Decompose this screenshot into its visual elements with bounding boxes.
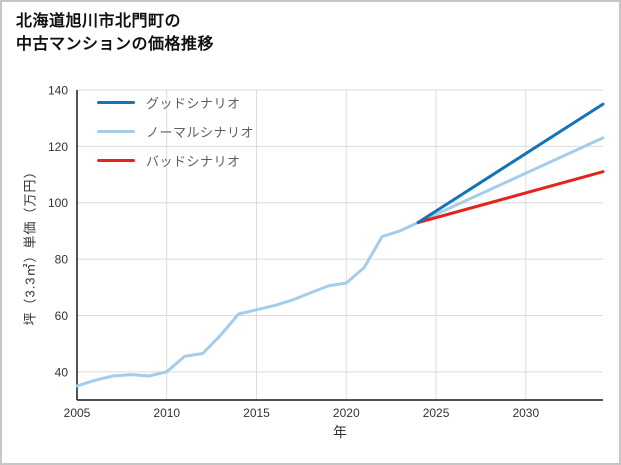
legend-label-normal-scenario: ノーマルシナリオ [146, 125, 255, 140]
chart-title: 北海道旭川市北門町の 中古マンションの価格推移 [16, 10, 214, 56]
svg-text:2020: 2020 [333, 406, 360, 420]
svg-text:2010: 2010 [153, 406, 180, 420]
svg-text:80: 80 [55, 253, 69, 267]
legend-label-bad-scenario: バッドシナリオ [146, 154, 241, 169]
legend-item-good-scenario: グッドシナリオ [97, 88, 254, 117]
svg-text:2030: 2030 [512, 406, 539, 420]
legend-item-bad-scenario: バッドシナリオ [97, 146, 254, 175]
svg-text:2015: 2015 [243, 406, 270, 420]
svg-text:100: 100 [48, 196, 68, 210]
legend: グッドシナリオ ノーマルシナリオ バッドシナリオ [97, 88, 254, 175]
svg-text:2005: 2005 [64, 406, 91, 420]
bad-scenario-line-swatch [97, 159, 135, 162]
svg-text:140: 140 [48, 84, 68, 98]
legend-label-good-scenario: グッドシナリオ [146, 96, 241, 111]
svg-text:40: 40 [55, 365, 69, 379]
y-axis-label: 坪（3.3㎡）単価（万円） [22, 164, 38, 326]
legend-item-normal-scenario: ノーマルシナリオ [97, 117, 254, 146]
x-axis-label: 年 [333, 424, 347, 440]
svg-text:2025: 2025 [423, 406, 450, 420]
normal-scenario-line-swatch [97, 130, 135, 133]
good-scenario-line-swatch [97, 101, 135, 104]
svg-text:120: 120 [48, 140, 68, 154]
chart-title-line2: 中古マンションの価格推移 [16, 36, 215, 53]
chart-title-line1: 北海道旭川市北門町の [16, 13, 182, 30]
svg-text:60: 60 [55, 309, 69, 323]
